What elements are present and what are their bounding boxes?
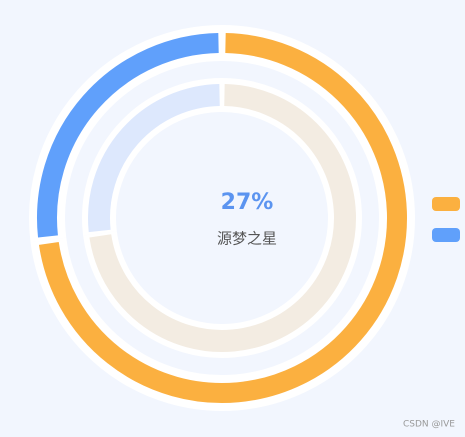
- center-subtitle: 源梦之星: [217, 230, 277, 248]
- outer-segment: [38, 33, 407, 403]
- inner-segment: [89, 84, 356, 352]
- rings: [29, 25, 415, 411]
- legend-swatch: [432, 197, 460, 211]
- legend-swatch: [432, 228, 460, 242]
- inner-segment: [88, 84, 220, 233]
- legend: [432, 197, 460, 242]
- watermark: CSDN @IVE: [403, 420, 455, 430]
- outer-segment: [37, 33, 219, 238]
- center-value: 27%: [221, 190, 274, 215]
